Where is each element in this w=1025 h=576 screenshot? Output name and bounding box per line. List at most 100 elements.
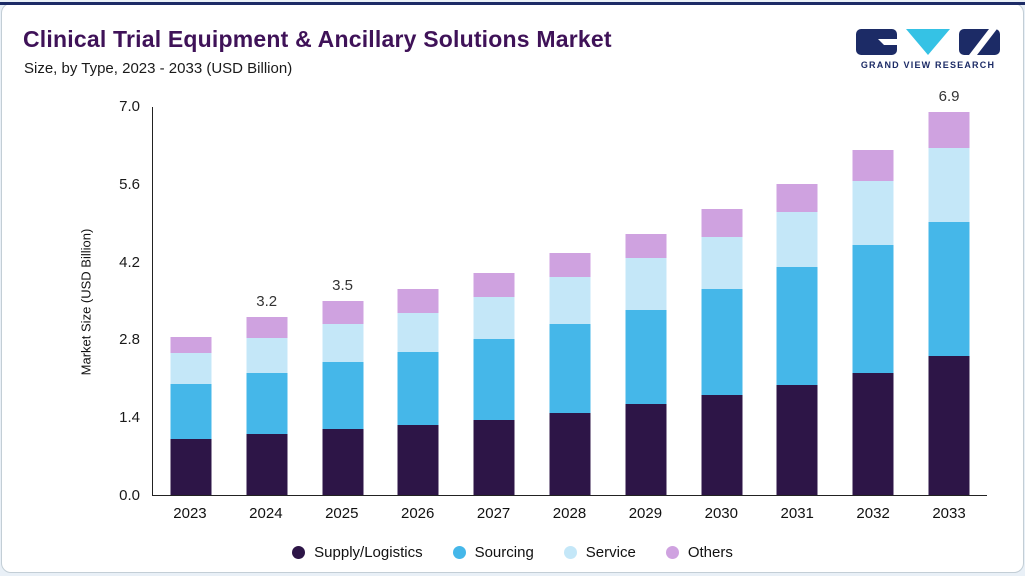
segment-sourcing-2026: [397, 351, 439, 425]
y-tick-4.2: 4.2: [119, 253, 140, 271]
segment-others-2024: [246, 317, 288, 339]
segment-others-2031: [776, 183, 818, 212]
bar-2030: [701, 208, 743, 495]
logo-marks-icon: [856, 29, 1000, 55]
bar-2029: [625, 233, 667, 495]
x-tick-2033: 2033: [932, 505, 966, 522]
bar-2026: [397, 289, 439, 495]
bar-group-2024: 3.2: [229, 107, 305, 495]
plot-area: 3.2 3.5 6.9: [152, 88, 987, 496]
legend-item-sourcing: Sourcing: [452, 544, 534, 561]
legend-label: Others: [687, 544, 733, 561]
segment-service-2024: [246, 338, 288, 373]
segment-sourcing-2031: [776, 267, 818, 385]
bar-group-2027: [456, 107, 532, 495]
segment-others-2029: [625, 233, 667, 259]
bar-group-2025: 3.5: [305, 107, 381, 495]
segment-supply-logistics-2031: [776, 384, 818, 495]
x-axis-ticks: 2023 2024 2025 2026 2027 2028 2029 2030 2031 2032…: [152, 505, 987, 522]
top-accent-line: [0, 2, 1025, 5]
legend-swatch-service: [563, 546, 577, 559]
segment-service-2025: [322, 323, 364, 362]
segment-sourcing-2033: [928, 221, 970, 357]
segment-supply-logistics-2026: [397, 424, 439, 495]
segment-sourcing-2024: [246, 372, 288, 434]
segment-sourcing-2027: [473, 339, 515, 420]
bar-group-2028: [532, 107, 608, 495]
x-tick-2028: 2028: [552, 505, 587, 522]
segment-service-2032: [852, 181, 894, 245]
bar-2027: [473, 272, 515, 495]
chart-card: Clinical Trial Equipment & Ancillary Sol…: [1, 3, 1024, 573]
segment-service-2033: [928, 147, 970, 222]
segment-supply-logistics-2028: [549, 412, 591, 495]
segment-service-2023: [170, 353, 212, 384]
segment-supply-logistics-2024: [246, 433, 288, 495]
segment-sourcing-2032: [852, 244, 894, 373]
x-tick-2031: 2031: [780, 505, 814, 522]
y-tick-0.0: 0.0: [119, 487, 140, 504]
segment-supply-logistics-2032: [852, 372, 894, 495]
bar-group-2030: [684, 107, 760, 495]
legend-item-others: Others: [665, 544, 733, 561]
y-axis-title: Market Size (USD Billion): [78, 228, 94, 376]
segment-supply-logistics-2023: [170, 439, 212, 495]
legend-label: Supply/Logistics: [314, 544, 423, 561]
segment-others-2032: [852, 150, 894, 182]
segment-service-2027: [473, 296, 515, 340]
bar-2031: [776, 183, 818, 495]
segment-others-2026: [397, 289, 439, 313]
bar-value-label-2024: 3.2: [256, 293, 278, 311]
segment-others-2028: [549, 253, 591, 277]
legend-item-service: Service: [563, 544, 636, 561]
segment-others-2023: [170, 336, 212, 354]
bar-value-label-2033: 6.9: [938, 87, 960, 105]
segment-service-2031: [776, 211, 818, 268]
y-tick-1.4: 1.4: [119, 409, 140, 427]
bar-2033: [928, 111, 970, 495]
segment-supply-logistics-2030: [701, 394, 743, 495]
segment-others-2030: [701, 208, 743, 237]
legend-swatch-supply-logistics: [292, 546, 306, 559]
legend-label: Sourcing: [474, 544, 534, 561]
segment-others-2025: [322, 300, 364, 324]
bar-group-2029: [608, 107, 684, 495]
chart-legend: Supply/Logistics Sourcing Service Others: [2, 544, 1023, 561]
bar-2032: [852, 150, 894, 495]
bar-2025: [322, 300, 364, 495]
x-tick-2027: 2027: [476, 505, 511, 522]
bar-group-2026: [380, 107, 456, 495]
x-tick-2024: 2024: [249, 505, 283, 522]
bar-value-label-2025: 3.5: [332, 276, 353, 294]
bar-2028: [549, 253, 591, 495]
x-tick-2032: 2032: [856, 505, 890, 522]
segment-sourcing-2023: [170, 383, 212, 440]
segment-sourcing-2030: [701, 289, 743, 395]
bar-2023: [170, 336, 212, 495]
bar-group-2033: 6.9: [911, 88, 987, 495]
segment-service-2026: [397, 312, 439, 352]
segment-sourcing-2028: [549, 323, 591, 413]
segment-others-2033: [928, 111, 970, 148]
segment-service-2029: [625, 258, 667, 310]
x-tick-2026: 2026: [400, 505, 435, 522]
segment-supply-logistics-2033: [928, 356, 970, 495]
y-tick-2.8: 2.8: [119, 331, 140, 349]
bar-group-2023: [153, 107, 229, 495]
legend-label: Service: [585, 544, 636, 561]
segment-others-2027: [473, 272, 515, 297]
legend-swatch-others: [665, 546, 679, 559]
segment-service-2030: [701, 236, 743, 290]
x-tick-2030: 2030: [704, 505, 738, 522]
legend-item-supply-logistics: Supply/Logistics: [292, 544, 423, 561]
y-tick-5.6: 5.6: [119, 175, 140, 193]
segment-supply-logistics-2025: [322, 429, 364, 495]
bar-group-2032: [835, 107, 911, 495]
segment-supply-logistics-2027: [473, 419, 515, 495]
segment-service-2028: [549, 276, 591, 324]
stacked-bars: 3.2 3.5 6.9: [153, 88, 987, 495]
x-tick-2023: 2023: [173, 505, 207, 522]
x-tick-2025: 2025: [325, 505, 359, 522]
page-title: Clinical Trial Equipment & Ancillary Sol…: [23, 26, 612, 52]
x-tick-2029: 2029: [628, 505, 663, 522]
